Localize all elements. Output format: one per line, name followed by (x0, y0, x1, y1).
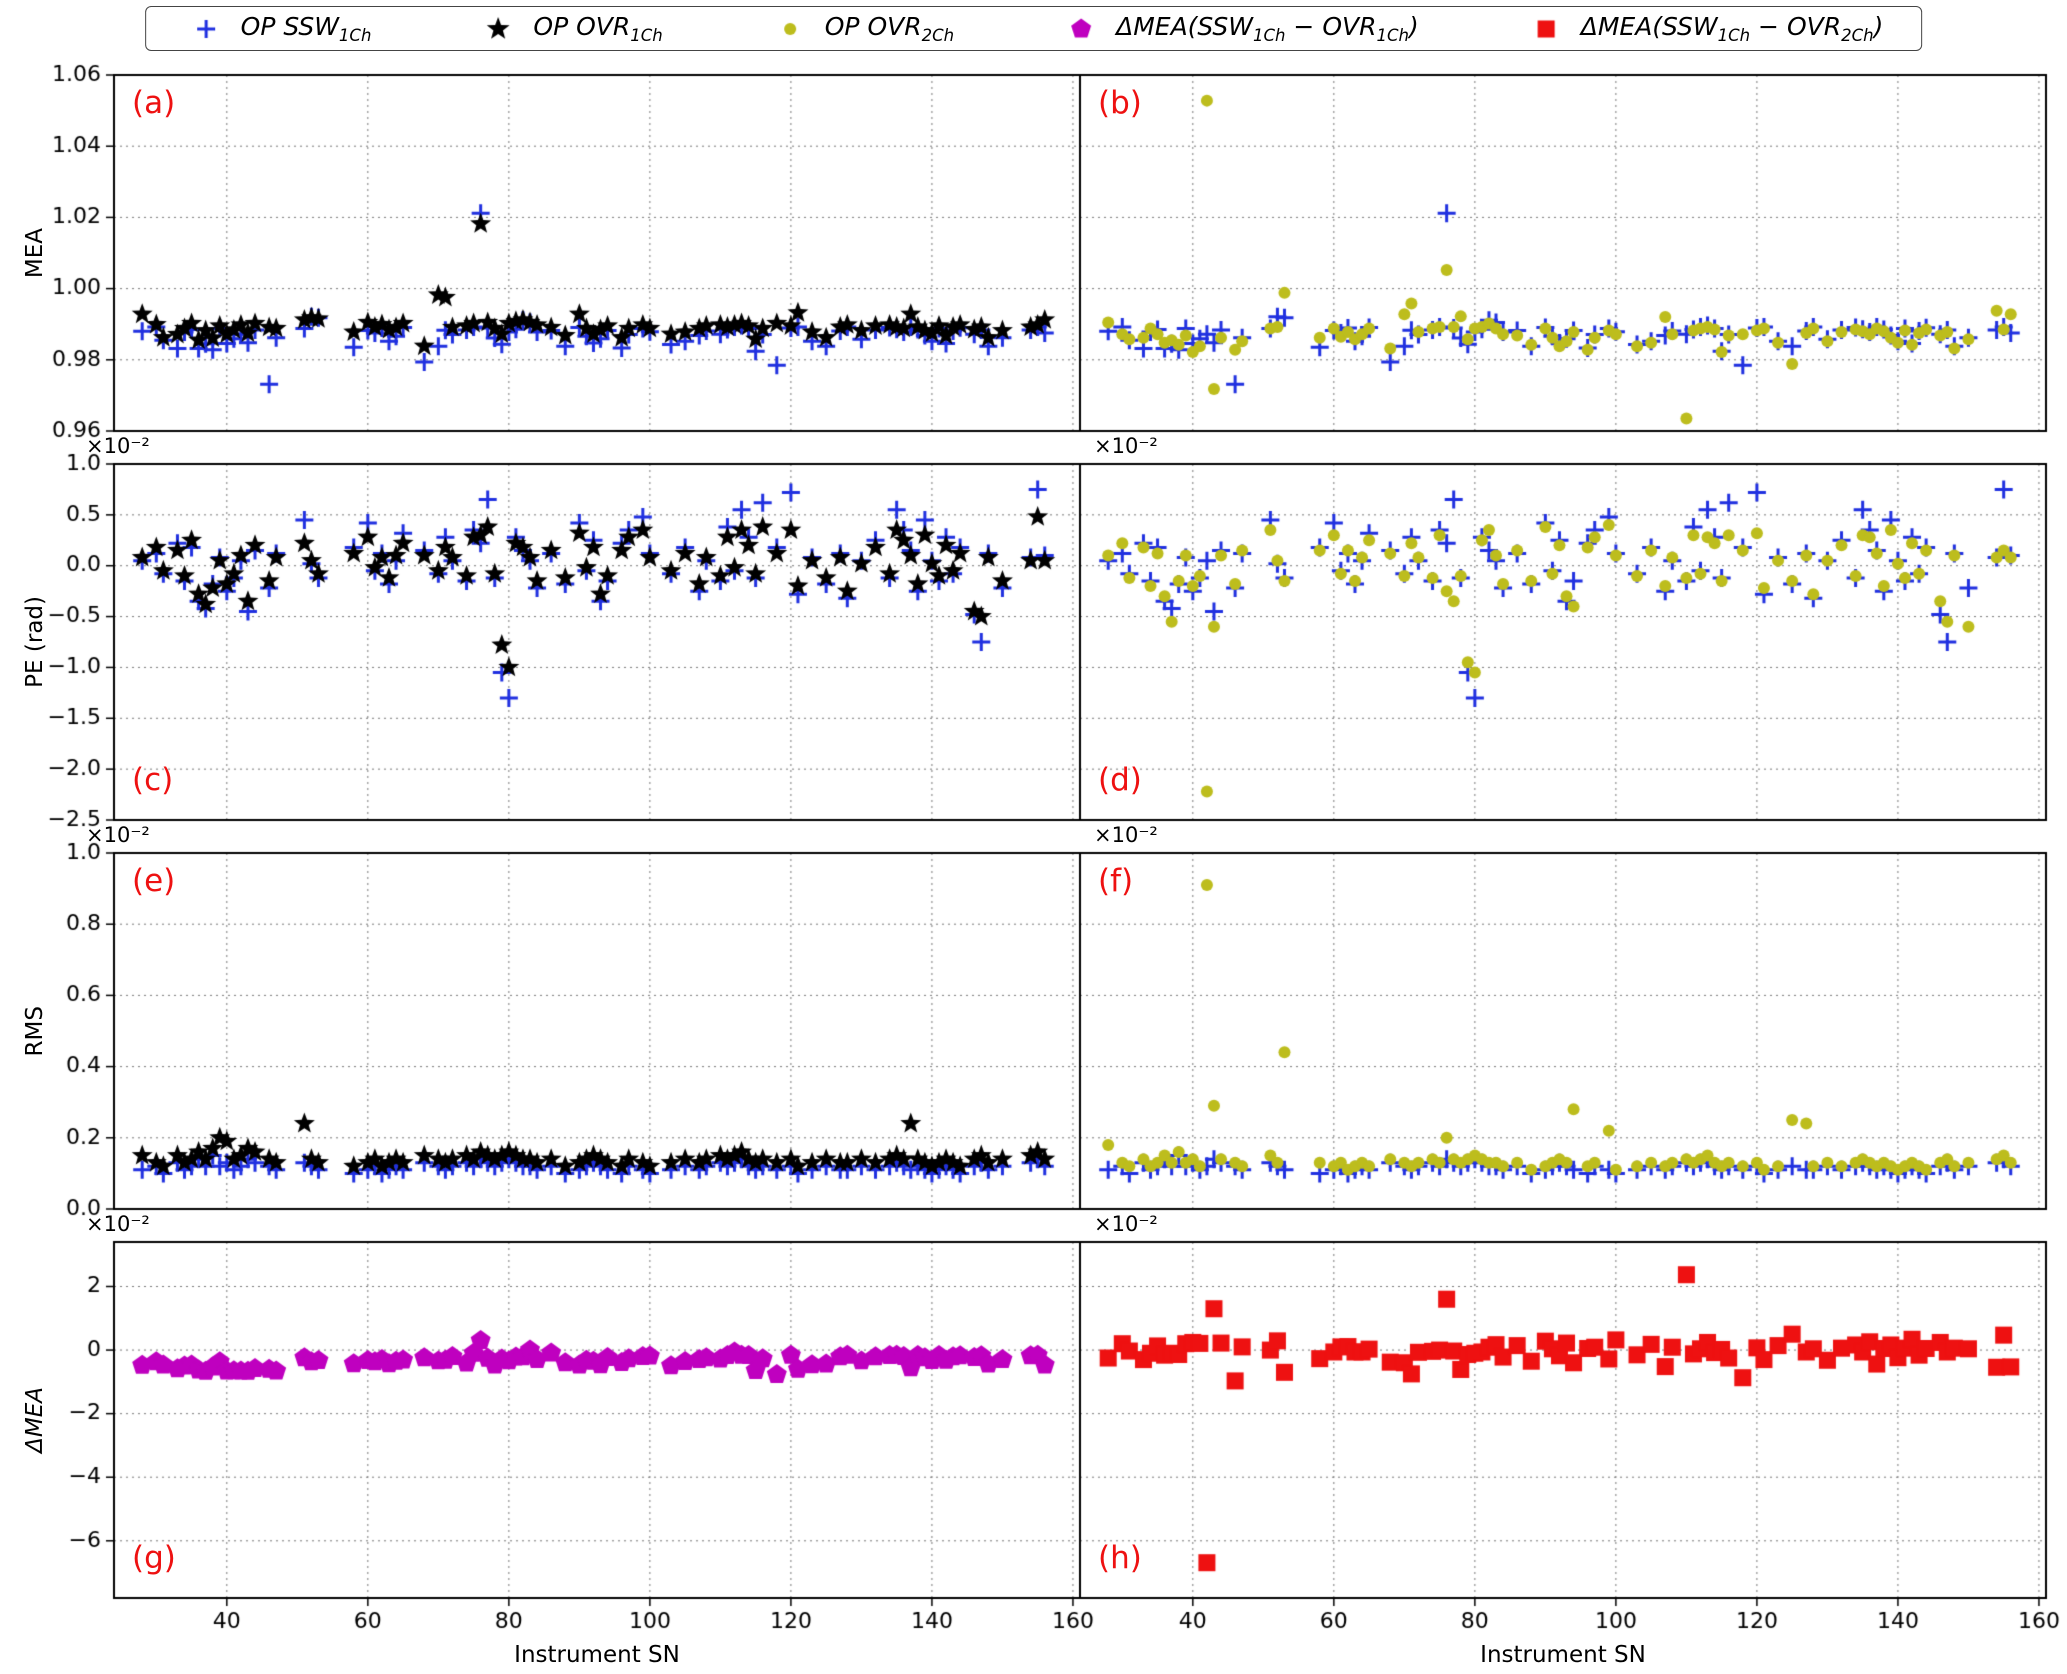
legend-item-dmea-ssw-ovr1: ΔMEA(SSW1Ch − OVR1Ch) (1059, 12, 1419, 45)
legend: OP SSW1Ch OP OVR1Ch OP OVR2Ch ΔMEA(SSW1C… (144, 6, 1923, 51)
panel-label-b: (b) (1098, 85, 1142, 121)
panel-label-a: (a) (132, 85, 176, 121)
y-offset-label: ×10⁻² (86, 434, 150, 458)
panel-label-e: (e) (132, 863, 176, 899)
pentagon-marker-icon (1059, 13, 1104, 44)
y-offset-label: ×10⁻² (86, 823, 150, 847)
y-offset-label: ×10⁻² (1094, 823, 1158, 847)
y-axis-label-mea: MEA (22, 227, 48, 279)
legend-label: ΔMEA(SSW1Ch − OVR2Ch) (1580, 12, 1884, 45)
panel-label-f: (f) (1098, 863, 1134, 899)
star-marker-icon (476, 13, 521, 44)
legend-label: OP OVR1Ch (533, 12, 663, 45)
y-offset-label: ×10⁻² (1094, 1212, 1158, 1236)
y-axis-label-rms: RMS (22, 1005, 48, 1057)
panel-label-h: (h) (1098, 1540, 1142, 1576)
legend-item-op-ovr-1ch: OP OVR1Ch (476, 12, 663, 45)
y-offset-label: ×10⁻² (1094, 434, 1158, 458)
x-axis-label-right: Instrument SN (1480, 1642, 1646, 1668)
legend-label: ΔMEA(SSW1Ch − OVR1Ch) (1116, 12, 1419, 45)
panel-label-c: (c) (132, 762, 174, 798)
plus-marker-icon (183, 13, 228, 44)
y-offset-label: ×10⁻² (86, 1212, 150, 1236)
square-marker-icon (1523, 13, 1568, 44)
legend-item-dmea-ssw-ovr2: ΔMEA(SSW1Ch − OVR2Ch) (1523, 12, 1884, 45)
legend-label: OP OVR2Ch (824, 12, 955, 45)
y-axis-label-pe: PE (rad) (22, 596, 48, 688)
legend-item-op-ssw-1ch: OP SSW1Ch (183, 12, 372, 45)
legend-item-op-ovr-2ch: OP OVR2Ch (767, 12, 955, 45)
panel-label-d: (d) (1098, 762, 1142, 798)
y-axis-label-dmea: ΔMEA (22, 1387, 48, 1453)
legend-label: OP SSW1Ch (240, 12, 372, 45)
panel-label-g: (g) (132, 1540, 176, 1576)
x-axis-label-left: Instrument SN (514, 1642, 680, 1668)
dot-marker-icon (767, 13, 812, 44)
